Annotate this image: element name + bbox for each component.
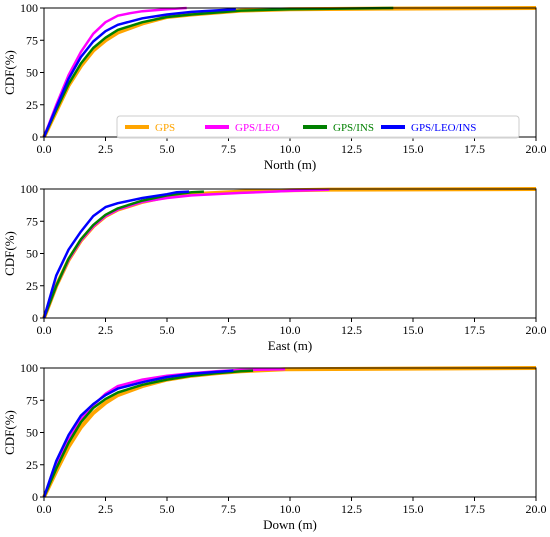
legend-label: GPS/LEO <box>235 122 280 134</box>
y-tick-label: 50 <box>26 247 38 261</box>
legend-label: GPS/INS <box>333 122 374 134</box>
y-axis-label: CDF(%) <box>2 231 17 276</box>
y-tick-label: 0 <box>32 490 38 504</box>
x-tick-label: 5.0 <box>160 323 175 337</box>
series-line-gps-leo <box>42 6 187 138</box>
x-tick-label: 20.0 <box>526 502 547 516</box>
series-line-gps-leo-ins <box>42 369 234 498</box>
series-line-gps-ins <box>42 369 254 498</box>
y-tick-label: 75 <box>26 214 38 228</box>
x-tick-label: 10.0 <box>280 142 301 156</box>
series-line-gps-leo-ins <box>42 190 190 319</box>
series-line-gps-leo <box>42 188 330 319</box>
x-tick-label: 12.5 <box>341 142 362 156</box>
y-tick-label: 100 <box>20 361 38 375</box>
x-tick-label: 17.5 <box>464 323 485 337</box>
x-tick-label: 0.0 <box>37 323 52 337</box>
series-line-gps-ins <box>42 190 204 319</box>
x-tick-label: 20.0 <box>526 323 547 337</box>
x-tick-label: 15.0 <box>403 502 424 516</box>
y-tick-label: 75 <box>26 33 38 47</box>
y-axis-label: CDF(%) <box>2 50 17 95</box>
y-tick-label: 25 <box>26 98 38 112</box>
x-tick-label: 2.5 <box>98 502 113 516</box>
x-axis-label: East (m) <box>268 338 312 353</box>
series-line-gps-ins <box>42 6 394 138</box>
x-tick-label: 10.0 <box>280 323 301 337</box>
legend-label: GPS <box>155 122 175 134</box>
y-tick-label: 25 <box>26 279 38 293</box>
y-tick-label: 75 <box>26 393 38 407</box>
y-tick-label: 50 <box>26 66 38 80</box>
x-tick-label: 17.5 <box>464 502 485 516</box>
x-axis-label: North (m) <box>264 157 316 172</box>
x-tick-label: 12.5 <box>341 323 362 337</box>
x-tick-label: 15.0 <box>403 142 424 156</box>
chart-panel-3: 0.0 2.5 5.0 7.5 10.0 12.5 15.0 17.5 20.0 0 25 50 75 1… <box>2 361 547 532</box>
x-tick-label: 5.0 <box>160 142 175 156</box>
y-tick-label: 0 <box>32 311 38 325</box>
legend: GPS GPS/LEO GPS/INS GPS/LEO/INS <box>116 115 520 139</box>
x-tick-label: 20.0 <box>526 142 547 156</box>
x-tick-label: 2.5 <box>98 142 113 156</box>
y-tick-label: 50 <box>26 426 38 440</box>
x-tick-label: 7.5 <box>221 502 236 516</box>
y-axis-label: CDF(%) <box>2 410 17 455</box>
x-tick-label: 7.5 <box>221 323 236 337</box>
y-tick-label: 25 <box>26 458 38 472</box>
legend-label: GPS/LEO/INS <box>411 122 476 134</box>
series-line-gps-leo-ins <box>42 8 236 138</box>
x-tick-label: 12.5 <box>341 502 362 516</box>
x-axis-label: Down (m) <box>263 517 317 532</box>
chart-panel-2: 0.0 2.5 5.0 7.5 10.0 12.5 15.0 17.5 20.0 0 25 50 75 1… <box>2 182 547 353</box>
x-tick-label: 15.0 <box>403 323 424 337</box>
x-tick-label: 0.0 <box>37 502 52 516</box>
x-tick-label: 7.5 <box>221 142 236 156</box>
x-tick-label: 2.5 <box>98 323 113 337</box>
y-tick-label: 100 <box>20 1 38 15</box>
y-tick-label: 0 <box>32 130 38 144</box>
y-tick-label: 100 <box>20 182 38 196</box>
x-tick-label: 5.0 <box>160 502 175 516</box>
x-tick-label: 10.0 <box>280 502 301 516</box>
x-tick-label: 17.5 <box>464 142 485 156</box>
x-tick-label: 0.0 <box>37 142 52 156</box>
chart-panel-1: 0.0 2.5 5.0 7.5 10.0 12.5 15.0 17.5 20.0 0 25 50 75 1… <box>2 1 547 172</box>
series-line-gps-leo <box>42 368 286 498</box>
